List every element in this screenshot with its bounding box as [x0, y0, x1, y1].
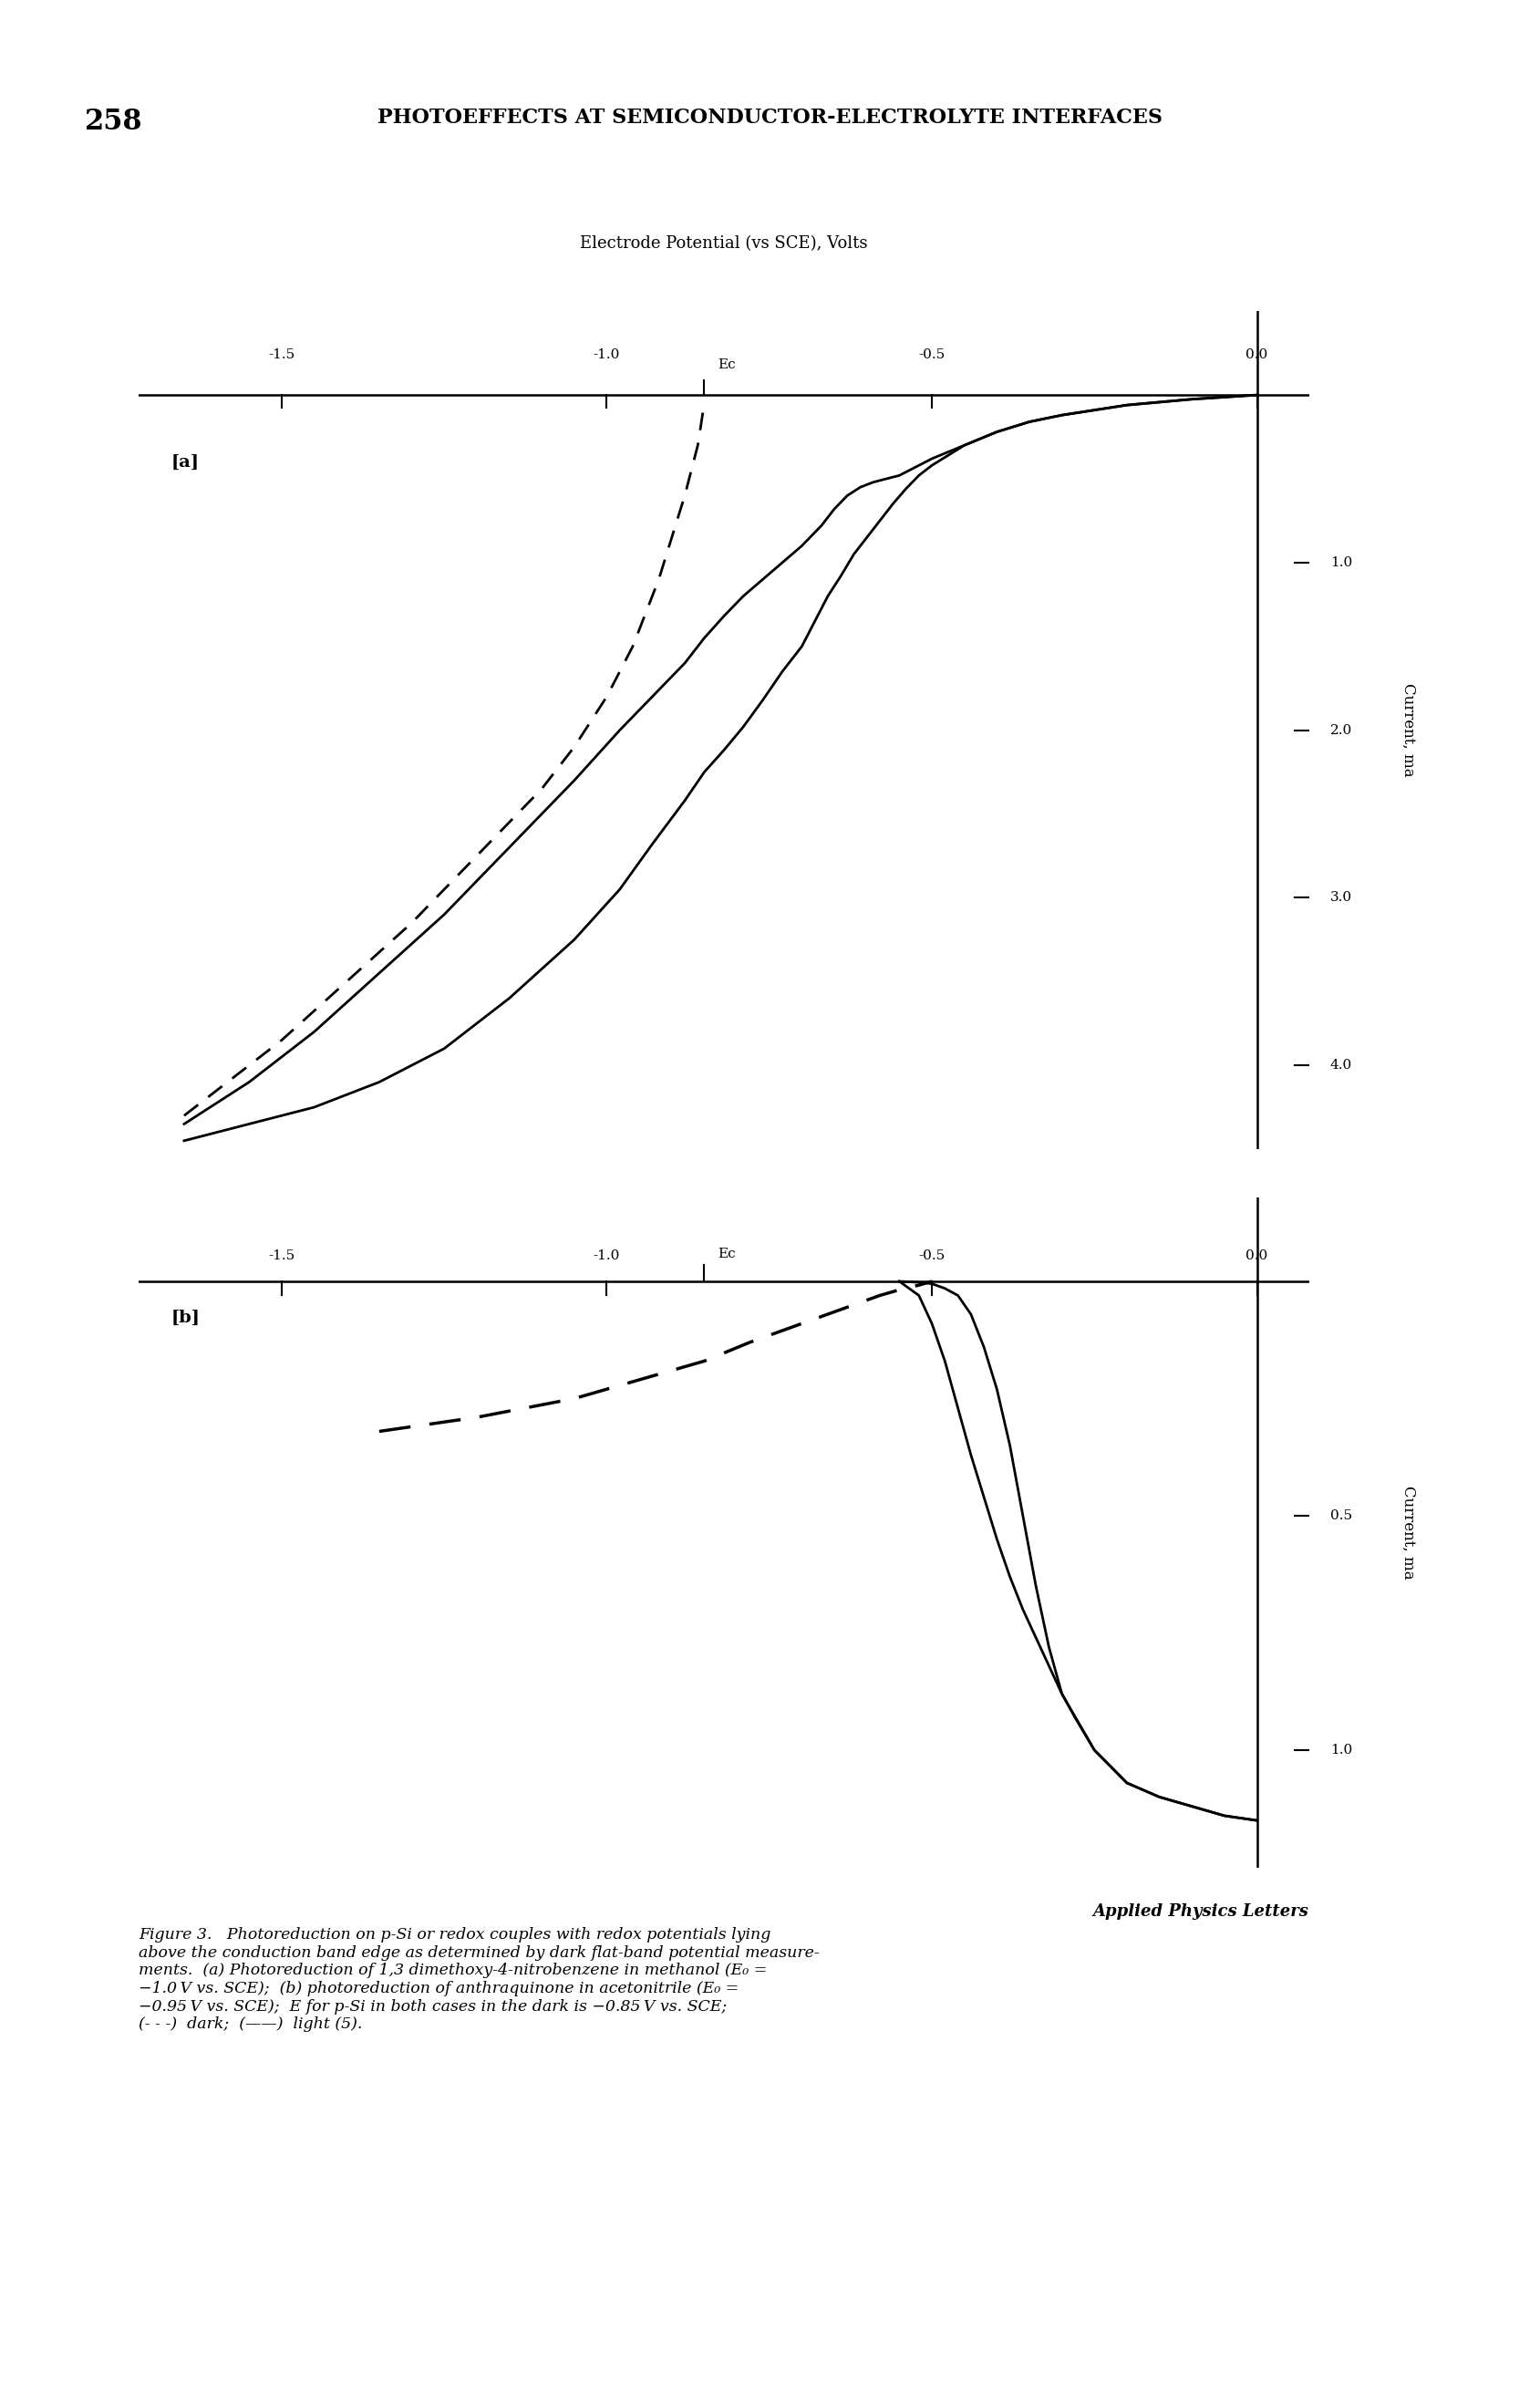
Text: [b]: [b] [171, 1310, 200, 1326]
Text: 2.0: 2.0 [1331, 723, 1352, 737]
Text: -1.5: -1.5 [268, 350, 296, 361]
Text: Ec: Ec [718, 1247, 735, 1259]
Text: [a]: [a] [171, 455, 200, 469]
Text: Electrode Potential (vs SCE), Volts: Electrode Potential (vs SCE), Volts [581, 235, 867, 251]
Text: -0.5: -0.5 [918, 350, 946, 361]
Text: 258: 258 [85, 108, 143, 136]
Text: 0.5: 0.5 [1331, 1508, 1352, 1523]
Text: Current, ma: Current, ma [1401, 682, 1417, 778]
Text: 4.0: 4.0 [1331, 1058, 1352, 1073]
Text: -1.0: -1.0 [593, 1250, 621, 1262]
Text: -0.5: -0.5 [918, 1250, 946, 1262]
Text: -1.0: -1.0 [593, 350, 621, 361]
Text: 0.0: 0.0 [1246, 1250, 1267, 1262]
Text: Current, ma: Current, ma [1401, 1484, 1417, 1580]
Text: Applied Physics Letters: Applied Physics Letters [1093, 1903, 1309, 1920]
Text: 3.0: 3.0 [1331, 891, 1352, 905]
Text: Figure 3.   Photoreduction on p‐Si or redox couples with redox potentials lying
: Figure 3. Photoreduction on p‐Si or redo… [139, 1927, 819, 2033]
Text: 0.0: 0.0 [1246, 350, 1267, 361]
Text: -1.5: -1.5 [268, 1250, 296, 1262]
Text: PHOTOEFFECTS AT SEMICONDUCTOR-ELECTROLYTE INTERFACES: PHOTOEFFECTS AT SEMICONDUCTOR-ELECTROLYT… [377, 108, 1163, 127]
Text: 1.0: 1.0 [1331, 555, 1352, 570]
Text: 1.0: 1.0 [1331, 1743, 1352, 1757]
Text: Ec: Ec [718, 359, 735, 371]
